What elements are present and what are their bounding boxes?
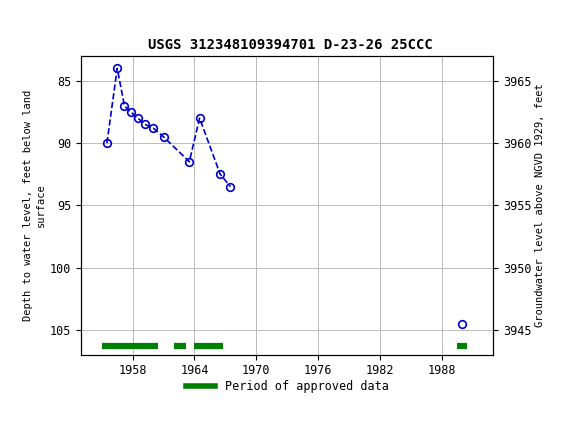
Y-axis label: Depth to water level, feet below land
surface: Depth to water level, feet below land su… bbox=[23, 90, 46, 321]
Y-axis label: Groundwater level above NGVD 1929, feet: Groundwater level above NGVD 1929, feet bbox=[535, 83, 545, 327]
Legend: Period of approved data: Period of approved data bbox=[181, 376, 393, 398]
Text: ▒USGS: ▒USGS bbox=[9, 7, 55, 25]
Text: USGS 312348109394701 D-23-26 25CCC: USGS 312348109394701 D-23-26 25CCC bbox=[148, 38, 432, 52]
